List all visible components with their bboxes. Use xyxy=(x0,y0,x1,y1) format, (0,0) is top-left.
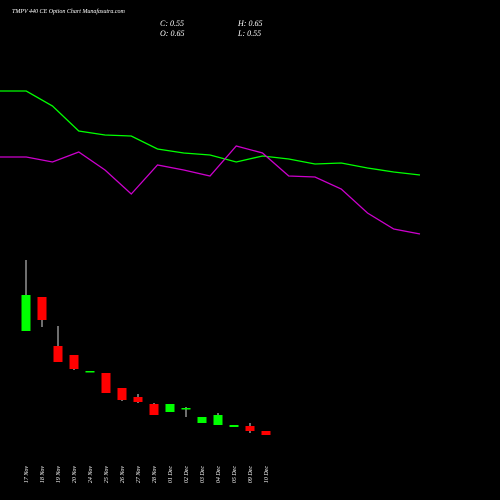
candle-body xyxy=(245,426,255,431)
close-label: C: 0.55 xyxy=(160,19,184,28)
x-tick-label: 20 Nov xyxy=(72,466,78,484)
chart-title: TMPV 440 CE Option Chart Munafasutra.com xyxy=(12,8,126,15)
candle-body xyxy=(165,404,175,412)
candle-body xyxy=(53,346,63,362)
x-tick-label: 02 Dec xyxy=(184,466,190,483)
x-tick-label: 19 Nov xyxy=(56,466,62,484)
x-tick-label: 04 Dec xyxy=(215,466,222,483)
high-label: H: 0.65 xyxy=(237,19,262,28)
candle-body xyxy=(149,404,159,415)
open-label: O: 0.65 xyxy=(160,29,184,38)
candle-body xyxy=(197,417,207,423)
indicator-line xyxy=(0,145,421,235)
candle-body xyxy=(181,408,191,410)
x-tick-label: 27 Nov xyxy=(136,466,142,484)
candle-body xyxy=(69,355,79,369)
x-tick-label: 05 Dec xyxy=(232,466,238,483)
x-tick-label: 17 Nov xyxy=(24,466,30,484)
low-label: L: 0.55 xyxy=(237,29,261,38)
candle-body xyxy=(229,425,239,427)
candle-body xyxy=(261,431,271,435)
candle-body xyxy=(213,415,223,425)
x-tick-label: 10 Dec xyxy=(264,466,270,483)
x-tick-label: 18 Nov xyxy=(40,466,46,484)
x-tick-label: 25 Nov xyxy=(104,466,110,484)
x-tick-label: 26 Nov xyxy=(120,466,126,484)
candle-body xyxy=(101,373,111,393)
indicator-line xyxy=(0,90,421,176)
x-tick-label: 09 Dec xyxy=(248,466,254,483)
candle-body xyxy=(85,371,95,373)
x-tick-label: 01 Dec xyxy=(168,466,174,483)
candle-body xyxy=(117,388,127,400)
x-tick-label: 03 Dec xyxy=(200,466,206,483)
candle-body xyxy=(37,297,47,320)
candle-body xyxy=(133,397,143,402)
x-tick-label: 28 Nov xyxy=(152,466,158,484)
candle-body xyxy=(21,295,31,331)
x-tick-label: 24 Nov xyxy=(87,466,94,484)
